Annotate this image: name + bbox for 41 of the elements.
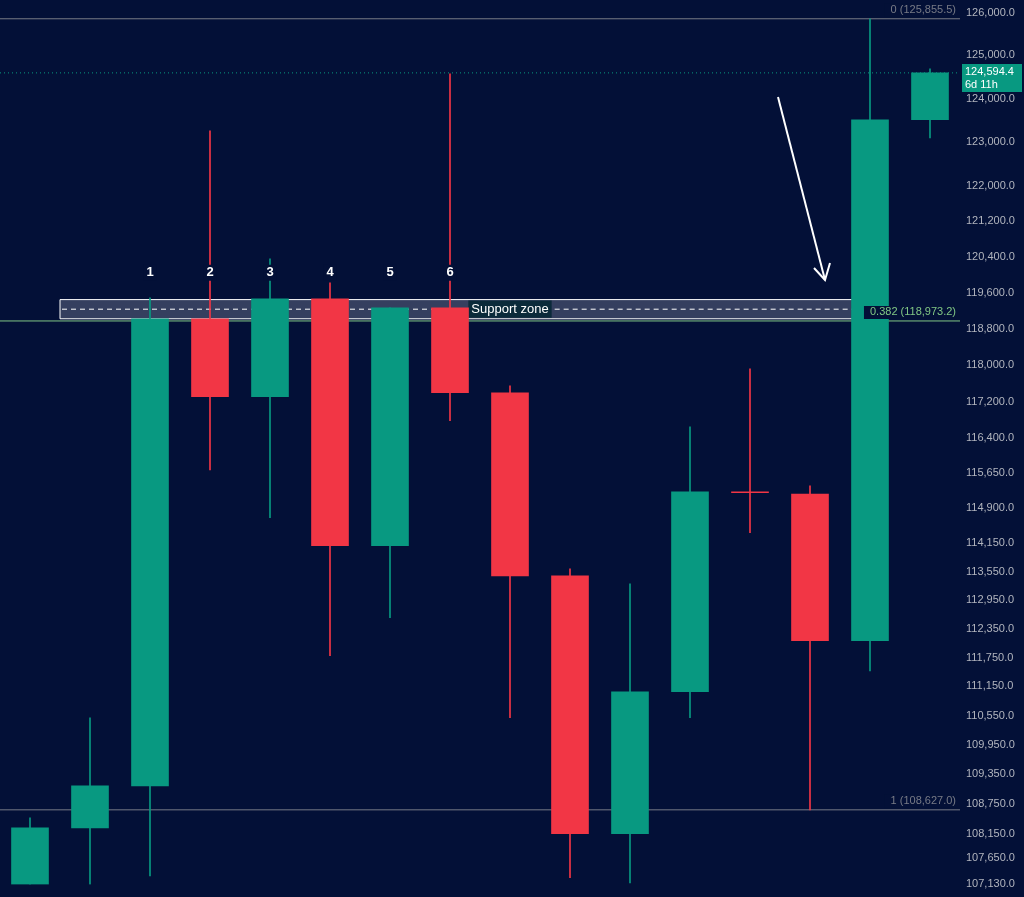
y-tick-label: 107,130.0: [966, 877, 1015, 890]
text: 5: [386, 264, 394, 280]
ref-line-label: 124,594.4: [965, 64, 1014, 77]
y-tick-label: 113,550.0: [966, 564, 1015, 577]
y-tick-label: 115,650.0: [966, 466, 1015, 479]
y-tick-label: 126,000.0: [966, 5, 1015, 18]
y-tick-label: 109,950.0: [966, 737, 1015, 750]
y-tick-label: 114,900.0: [966, 501, 1015, 514]
y-tick-label: 112,350.0: [966, 621, 1015, 634]
ref-line-label: 0.382 (118,973.2): [869, 305, 956, 318]
band-label: Support zone: [471, 300, 549, 316]
y-tick-label: 109,350.0: [966, 767, 1015, 780]
y-tick-label: 116,400.0: [966, 431, 1015, 444]
y-tick-label: 125,000.0: [966, 48, 1015, 61]
y-tick-label: 108,150.0: [966, 826, 1015, 839]
y-tick-label: 114,150.0: [966, 536, 1015, 549]
y-tick-label: 110,550.0: [966, 708, 1015, 721]
text: 3: [266, 264, 274, 280]
ref-line-label: 0 (125,855.5): [890, 3, 956, 16]
y-tick-label: 117,200.0: [966, 394, 1015, 407]
text: 2: [206, 264, 214, 280]
y-tick-label: 107,650.0: [966, 851, 1015, 864]
candlestick: [71, 717, 109, 885]
y-tick-label: 118,000.0: [966, 358, 1015, 371]
y-tick-label: 120,400.0: [966, 249, 1015, 262]
text: 4: [326, 264, 334, 280]
text: 6d 11h: [965, 77, 998, 90]
text: 6: [446, 264, 454, 280]
y-tick-label: 119,600.0: [966, 285, 1015, 298]
y-tick-label: 112,950.0: [966, 593, 1015, 606]
candlestick: [731, 368, 769, 534]
text: 1: [146, 264, 154, 280]
y-tick-label: 111,150.0: [966, 679, 1014, 692]
y-tick-label: 122,000.0: [966, 178, 1015, 191]
ref-line-label: 1 (108,627.0): [890, 794, 956, 807]
y-tick-label: 111,750.0: [966, 650, 1014, 663]
y-tick-label: 123,000.0: [966, 135, 1015, 148]
y-tick-label: 118,800.0: [966, 321, 1015, 334]
y-tick-label: 121,200.0: [966, 214, 1015, 227]
y-tick-label: 124,000.0: [966, 91, 1015, 104]
y-tick-label: 108,750.0: [966, 796, 1015, 809]
